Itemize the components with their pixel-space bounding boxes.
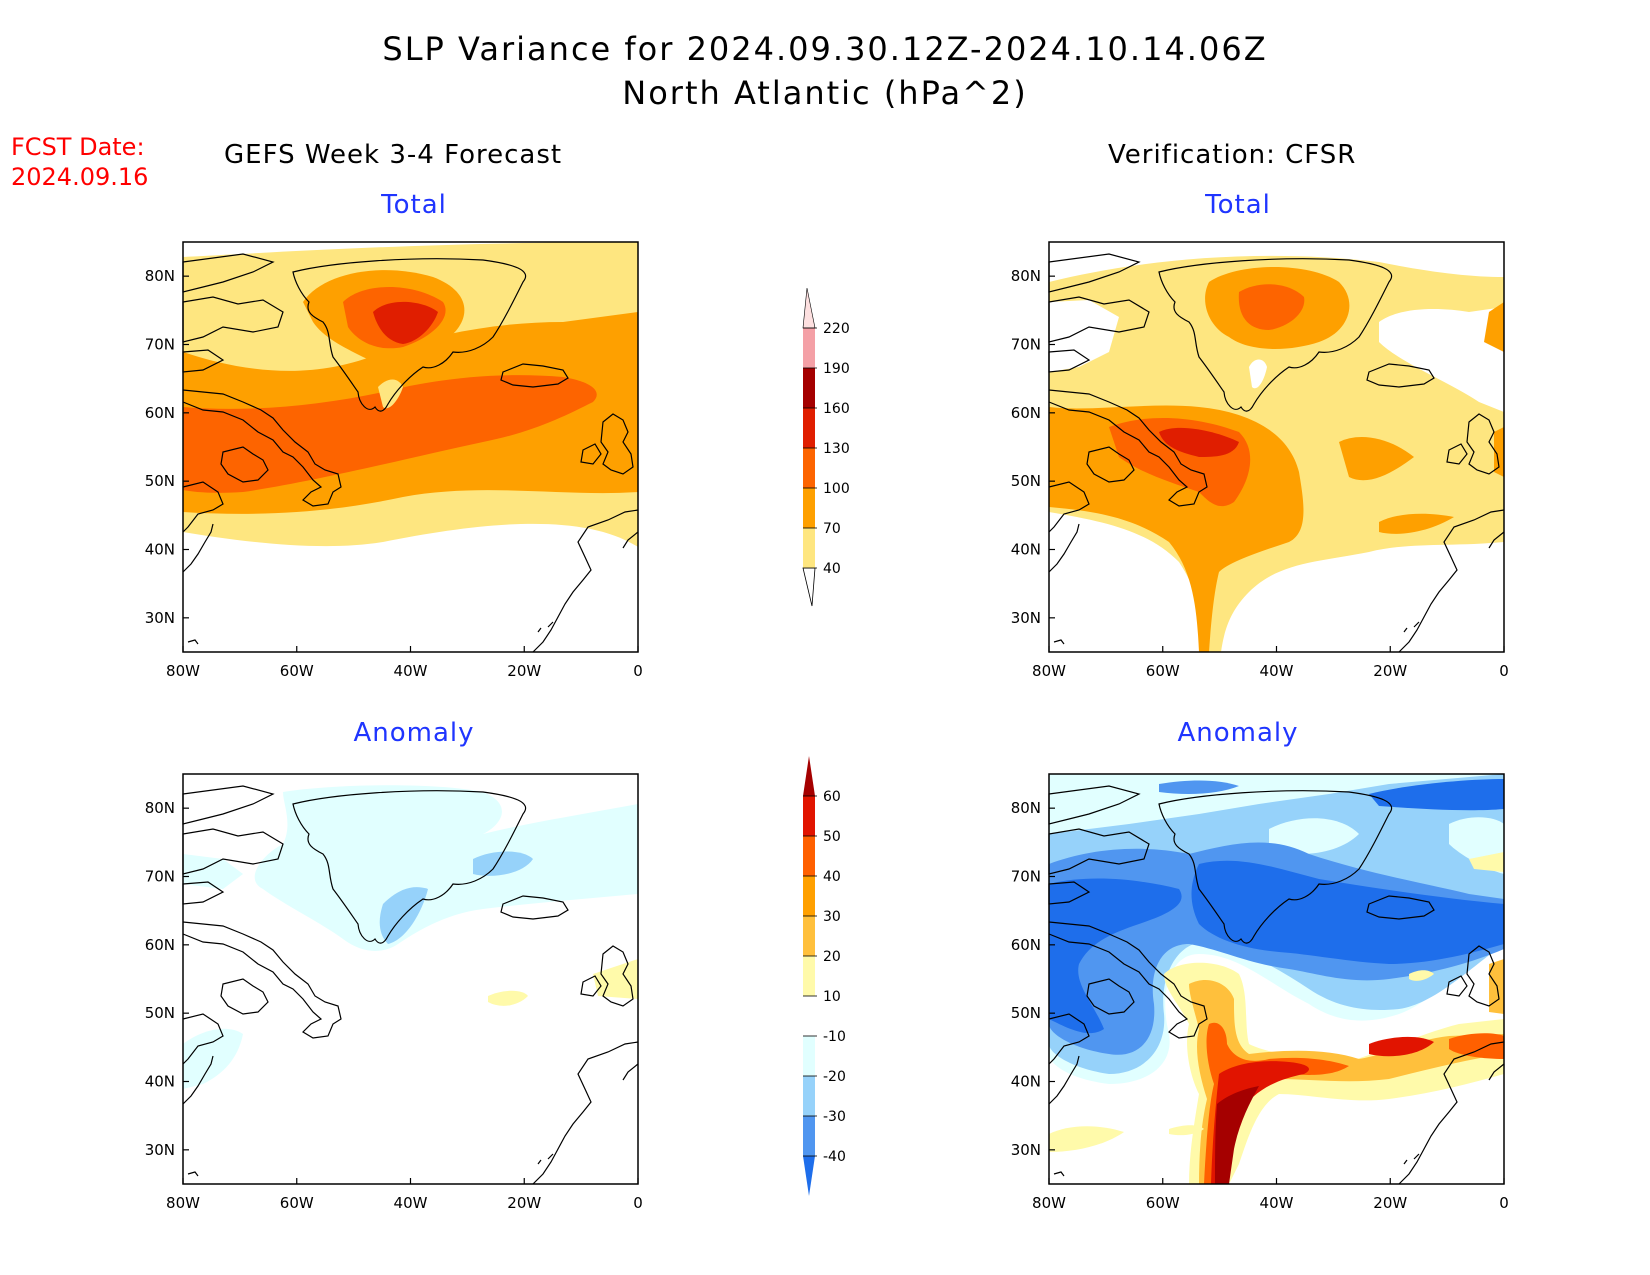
colorbar-label: -40 — [823, 1149, 846, 1165]
colorbar-segment — [803, 1116, 815, 1156]
lon-tick-label: 80W — [166, 1194, 200, 1212]
lon-tick-label: 0 — [633, 1194, 643, 1212]
colorbar-label: -10 — [823, 1029, 846, 1045]
lat-tick-label: 60N — [145, 404, 175, 422]
lat-tick-label: 30N — [1011, 609, 1041, 627]
colorbar-label: 160 — [823, 401, 850, 417]
colorbar-label: 100 — [823, 481, 850, 497]
lat-tick-label: 30N — [145, 609, 175, 627]
colorbar-segment — [803, 1076, 815, 1116]
panel-title-verification-total: Total — [1205, 190, 1271, 220]
forecast-date-label: FCST Date: — [11, 133, 145, 161]
lat-tick-label: 30N — [145, 1141, 175, 1159]
lat-tick-label: 40N — [1011, 541, 1041, 559]
colorbar-tip — [802, 287, 816, 329]
colorbar-label: 40 — [823, 869, 841, 885]
colorbar-label: 10 — [823, 989, 841, 1005]
colorbar-segment — [803, 1036, 815, 1076]
chart-title-line2: North Atlantic (hPa^2) — [622, 74, 1028, 112]
lon-tick-label: 40W — [1260, 1194, 1294, 1212]
colorbar-label: 40 — [823, 561, 841, 577]
panel-title-forecast-total: Total — [381, 190, 447, 220]
column-title-forecast: GEFS Week 3-4 Forecast — [224, 140, 563, 170]
colorbar-label: 50 — [823, 829, 841, 845]
panel-title-forecast-anomaly: Anomaly — [353, 718, 475, 748]
colorbar-segment — [803, 836, 815, 876]
lat-tick-label: 50N — [145, 1004, 175, 1022]
lat-tick-label: 60N — [1011, 936, 1041, 954]
colorbar-label: 220 — [823, 321, 850, 337]
lon-tick-label: 80W — [1032, 1194, 1066, 1212]
lat-tick-label: 40N — [145, 541, 175, 559]
lon-tick-label: 20W — [1373, 662, 1407, 680]
lat-tick-label: 50N — [145, 472, 175, 490]
colorbar-segment — [803, 328, 815, 368]
lat-tick-label: 80N — [1011, 267, 1041, 285]
colorbar-tip — [803, 756, 815, 796]
map-forecast-anomaly — [182, 773, 639, 1185]
colorbar-label: 60 — [823, 789, 841, 805]
colorbar-segment — [803, 368, 815, 408]
colorbar-label: -30 — [823, 1109, 846, 1125]
lon-tick-label: 60W — [1146, 1194, 1180, 1212]
colorbar-segment — [803, 528, 815, 568]
lon-tick-label: 0 — [1499, 662, 1509, 680]
lat-tick-label: 50N — [1011, 1004, 1041, 1022]
colorbar-label: 30 — [823, 909, 841, 925]
lat-tick-label: 70N — [1011, 336, 1041, 354]
lon-tick-label: 60W — [1146, 662, 1180, 680]
map-verification-total — [1048, 241, 1505, 653]
lat-tick-label: 60N — [145, 936, 175, 954]
lon-tick-label: 20W — [507, 662, 541, 680]
lat-tick-label: 50N — [1011, 472, 1041, 490]
map-forecast-total — [182, 241, 639, 653]
lat-tick-label: 70N — [145, 336, 175, 354]
colorbar-segment — [803, 448, 815, 488]
lon-tick-label: 0 — [1499, 1194, 1509, 1212]
lat-tick-label: 80N — [1011, 799, 1041, 817]
chart-title-line1: SLP Variance for 2024.09.30.12Z-2024.10.… — [382, 30, 1268, 68]
colorbar-segment — [803, 956, 815, 996]
lat-tick-label: 40N — [145, 1073, 175, 1091]
lat-tick-label: 40N — [1011, 1073, 1041, 1091]
colorbar-segment — [803, 488, 815, 528]
forecast-date: FCST Date: 2024.09.16 — [11, 132, 148, 192]
colorbar-label: 70 — [823, 521, 841, 537]
colorbar-anomaly: -40 -30 -20 -10 10 20 30 40 50 60 — [803, 756, 846, 1196]
lon-tick-label: 60W — [280, 1194, 314, 1212]
lon-tick-label: 80W — [166, 662, 200, 680]
colorbar-label: -20 — [823, 1069, 846, 1085]
lon-tick-label: 40W — [394, 1194, 428, 1212]
colorbar-tip — [803, 1156, 815, 1196]
colorbar-segment — [803, 996, 815, 1036]
lat-tick-label: 70N — [145, 868, 175, 886]
forecast-date-value: 2024.09.16 — [11, 163, 149, 191]
column-title-verification: Verification: CFSR — [1108, 140, 1357, 170]
colorbar-label: 20 — [823, 949, 841, 965]
lon-tick-label: 40W — [1260, 662, 1294, 680]
map-verification-anomaly — [1048, 773, 1505, 1185]
lon-tick-label: 20W — [507, 1194, 541, 1212]
colorbar-segment — [803, 916, 815, 956]
lon-tick-label: 80W — [1032, 662, 1066, 680]
lon-tick-label: 60W — [280, 662, 314, 680]
colorbar-tip — [802, 567, 816, 607]
colorbar-segment — [803, 408, 815, 448]
lon-tick-label: 0 — [633, 662, 643, 680]
colorbar-label: 130 — [823, 441, 850, 457]
lat-tick-label: 80N — [145, 799, 175, 817]
lat-tick-label: 30N — [1011, 1141, 1041, 1159]
colorbar-segment — [803, 876, 815, 916]
colorbar-label: 190 — [823, 361, 850, 377]
lat-tick-label: 70N — [1011, 868, 1041, 886]
panel-title-verification-anomaly: Anomaly — [1177, 718, 1299, 748]
lon-tick-label: 40W — [394, 662, 428, 680]
lat-tick-label: 60N — [1011, 404, 1041, 422]
lat-tick-label: 80N — [145, 267, 175, 285]
colorbar-segment — [803, 796, 815, 836]
lon-tick-label: 20W — [1373, 1194, 1407, 1212]
colorbar-total: 40 70 100 130 160 190 220 — [802, 287, 850, 607]
